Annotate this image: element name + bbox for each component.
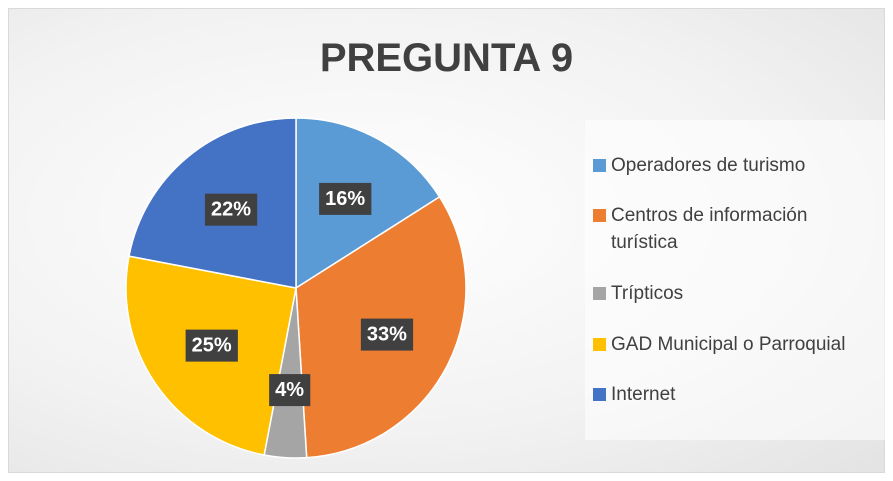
- legend-entry: Trípticos: [585, 280, 855, 307]
- legend-swatch: [593, 158, 606, 172]
- legend-entry: GAD Municipal o Parroquial: [585, 331, 855, 358]
- legend-label: Trípticos: [611, 282, 684, 304]
- data-label-text: 22%: [211, 199, 251, 221]
- data-label: 25%: [185, 329, 238, 362]
- data-label-box: [360, 318, 414, 351]
- data-label-text: 33%: [367, 324, 407, 346]
- legend-entry: Internet: [585, 381, 855, 408]
- legend-entry: Centros de información turística: [585, 202, 855, 256]
- legend: Operadores de turismo Centros de informac…: [585, 120, 885, 440]
- data-label-box: [269, 374, 311, 407]
- data-label: 4%: [269, 374, 311, 407]
- legend-label: Internet: [611, 384, 676, 406]
- data-label-text: 16%: [325, 188, 365, 210]
- legend-swatch: [593, 209, 606, 223]
- data-label: 22%: [204, 193, 258, 226]
- legend-label: GAD Municipal o Parroquial: [611, 333, 846, 355]
- legend-entry: Operadores de turismo: [585, 152, 855, 179]
- data-label-box: [204, 193, 258, 226]
- chart-title: PREGUNTA 9: [319, 36, 574, 80]
- data-label-box: [319, 182, 372, 215]
- data-label-box: [185, 329, 238, 362]
- data-label: 33%: [360, 318, 414, 351]
- data-label-text: 25%: [192, 335, 232, 357]
- data-label-text: 4%: [275, 379, 304, 401]
- legend-swatch: [593, 337, 606, 351]
- data-label: 16%: [319, 182, 372, 215]
- legend-label: Operadores de turismo: [611, 154, 806, 176]
- legend-label: Centros de información turística: [611, 205, 808, 254]
- legend-swatch: [593, 286, 606, 300]
- legend-swatch: [593, 388, 606, 402]
